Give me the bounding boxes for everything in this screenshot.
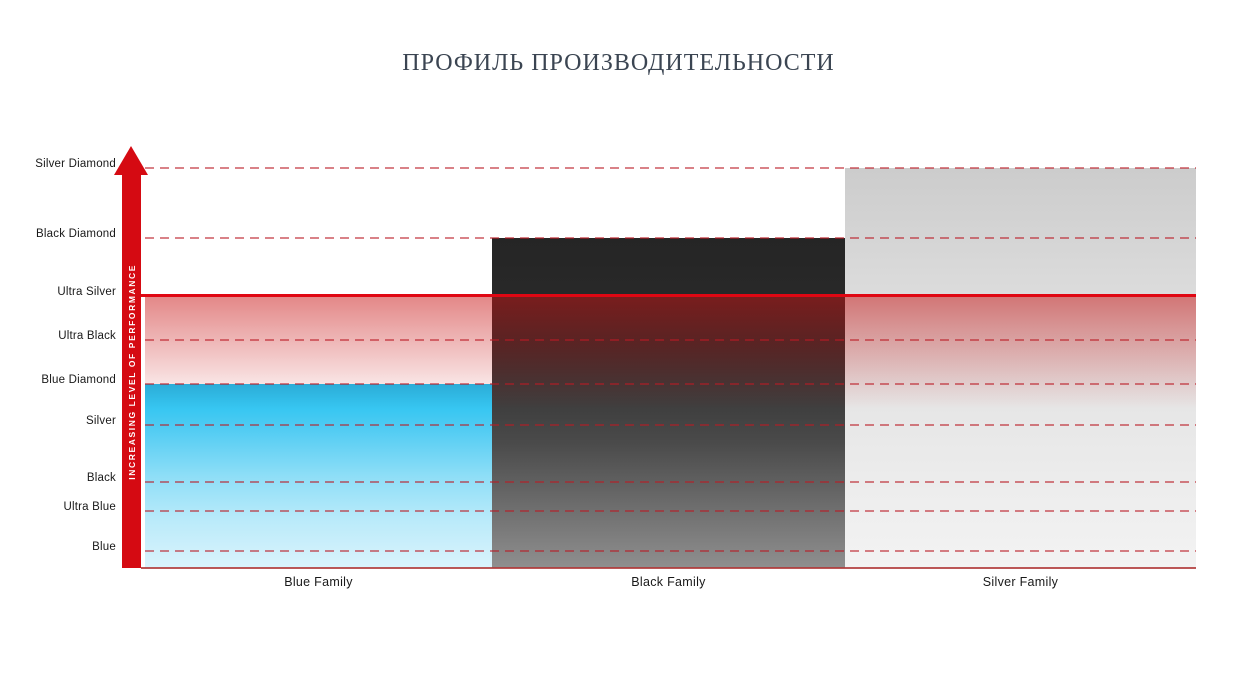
y-axis-label: INCREASING LEVEL OF PERFORMANCE: [126, 263, 137, 480]
tier-label-blue: Blue: [92, 541, 116, 553]
threshold-glow: [145, 297, 1196, 409]
tier-label-black: Black: [86, 472, 116, 484]
tier-label-black-diamond: Black Diamond: [36, 228, 116, 240]
family-label-blue: Blue Family: [284, 575, 353, 589]
tier-gridline-silver-diamond: [145, 167, 1196, 169]
tier-gridline-blue: [145, 550, 1196, 552]
tier-gridline-silver: [145, 424, 1196, 426]
tier-label-silver: Silver: [86, 415, 116, 427]
family-bar-blue: [145, 384, 492, 568]
threshold-line-ultra-silver: [141, 294, 1196, 297]
tier-gridline-black-diamond: [145, 237, 1196, 239]
axis-arrow-up-icon: [114, 146, 148, 175]
family-label-black: Black Family: [631, 575, 706, 589]
tier-gridline-blue-diamond: [145, 383, 1196, 385]
tier-label-ultra-black: Ultra Black: [58, 330, 116, 342]
baseline: [141, 567, 1196, 569]
tier-gridline-black: [145, 481, 1196, 483]
tier-label-ultra-blue: Ultra Blue: [63, 501, 116, 513]
tier-label-blue-diamond: Blue Diamond: [41, 374, 116, 386]
family-label-silver: Silver Family: [982, 575, 1059, 589]
tier-gridline-ultra-black: [145, 339, 1196, 341]
page-title: ПРОФИЛЬ ПРОИЗВОДИТЕЛЬНОСТИ: [402, 50, 835, 76]
tier-gridline-ultra-blue: [145, 510, 1196, 512]
tier-label-ultra-silver: Ultra Silver: [57, 286, 116, 298]
axis-arrow-shaft: INCREASING LEVEL OF PERFORMANCE: [122, 175, 141, 568]
tier-label-silver-diamond: Silver Diamond: [35, 158, 116, 170]
